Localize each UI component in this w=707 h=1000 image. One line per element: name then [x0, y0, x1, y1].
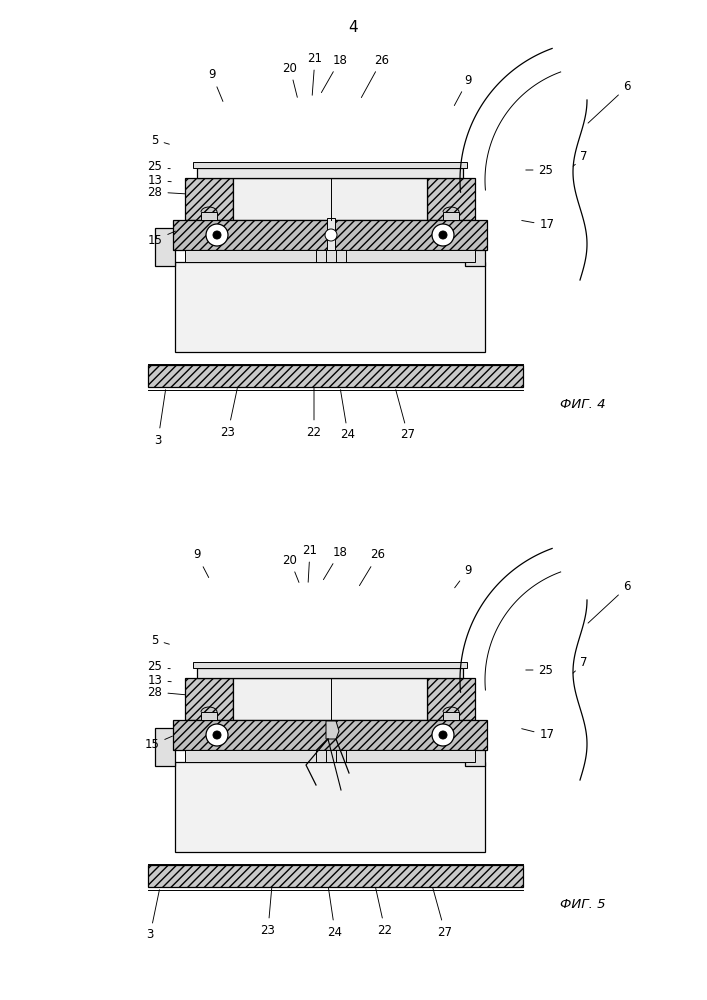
Circle shape	[206, 724, 228, 746]
Text: 20: 20	[283, 554, 299, 582]
Bar	[175, 762, 485, 852]
Text: 25: 25	[526, 163, 554, 176]
Text: 9: 9	[193, 548, 209, 578]
Circle shape	[432, 724, 454, 746]
Text: 13: 13	[148, 674, 171, 686]
Text: 15: 15	[148, 231, 175, 246]
Text: 5: 5	[151, 634, 170, 647]
Text: 9: 9	[455, 564, 472, 588]
Bar	[185, 178, 233, 220]
Circle shape	[439, 731, 447, 739]
Bar	[197, 668, 463, 678]
Bar	[185, 750, 475, 762]
Bar	[465, 228, 485, 266]
Text: 22: 22	[375, 888, 392, 936]
Bar	[173, 720, 487, 750]
Circle shape	[213, 731, 221, 739]
Circle shape	[325, 229, 337, 241]
Text: 22: 22	[307, 388, 322, 438]
Text: 28: 28	[148, 686, 185, 698]
Text: 5: 5	[151, 133, 170, 146]
Text: 17: 17	[522, 728, 554, 742]
Text: 17: 17	[522, 219, 554, 232]
Bar	[465, 728, 485, 766]
Text: ФИГ. 5: ФИГ. 5	[560, 898, 605, 912]
Text: 18: 18	[323, 546, 347, 580]
Bar	[233, 178, 427, 220]
Text: 3: 3	[146, 890, 160, 942]
Text: 24: 24	[327, 888, 342, 938]
Text: 9: 9	[455, 74, 472, 106]
Text: 23: 23	[221, 388, 238, 438]
Text: 24: 24	[341, 390, 356, 442]
Text: 6: 6	[588, 81, 631, 123]
Bar	[185, 250, 475, 262]
Text: 27: 27	[396, 390, 416, 442]
Bar	[193, 162, 467, 168]
Bar	[173, 220, 487, 250]
Circle shape	[213, 231, 221, 239]
Text: 26: 26	[359, 548, 385, 586]
Text: 9: 9	[209, 68, 223, 101]
Polygon shape	[326, 721, 339, 739]
Circle shape	[439, 231, 447, 239]
Bar	[185, 678, 233, 720]
Circle shape	[206, 224, 228, 246]
Text: 25: 25	[148, 660, 170, 674]
Bar	[427, 178, 475, 220]
Text: 21: 21	[303, 544, 317, 582]
Bar	[443, 212, 459, 220]
Text: 23: 23	[261, 888, 276, 936]
Bar	[201, 212, 217, 220]
Text: ФИГ. 4: ФИГ. 4	[560, 398, 605, 412]
Circle shape	[432, 224, 454, 246]
Bar	[175, 262, 485, 352]
Bar	[201, 712, 217, 720]
Text: 15: 15	[144, 736, 173, 752]
Text: 13: 13	[148, 174, 171, 186]
Text: 25: 25	[148, 160, 170, 174]
Text: 26: 26	[361, 53, 390, 98]
Text: 25: 25	[526, 664, 554, 676]
Text: 27: 27	[433, 888, 452, 938]
Text: 28: 28	[148, 186, 185, 198]
Bar	[443, 712, 459, 720]
Bar	[197, 168, 463, 178]
Text: 18: 18	[322, 53, 347, 93]
Text: 6: 6	[588, 580, 631, 623]
Text: 21: 21	[308, 51, 322, 95]
Bar	[155, 228, 175, 266]
Bar	[148, 365, 523, 387]
Text: 7: 7	[573, 150, 588, 166]
Text: 20: 20	[283, 62, 298, 97]
Bar	[427, 678, 475, 720]
Text: 7: 7	[573, 656, 588, 673]
Bar	[233, 678, 427, 720]
Bar	[327, 218, 335, 250]
Text: 4: 4	[348, 20, 358, 35]
Text: 3: 3	[154, 390, 165, 446]
Bar	[148, 865, 523, 887]
Bar	[193, 662, 467, 668]
Bar	[155, 728, 175, 766]
